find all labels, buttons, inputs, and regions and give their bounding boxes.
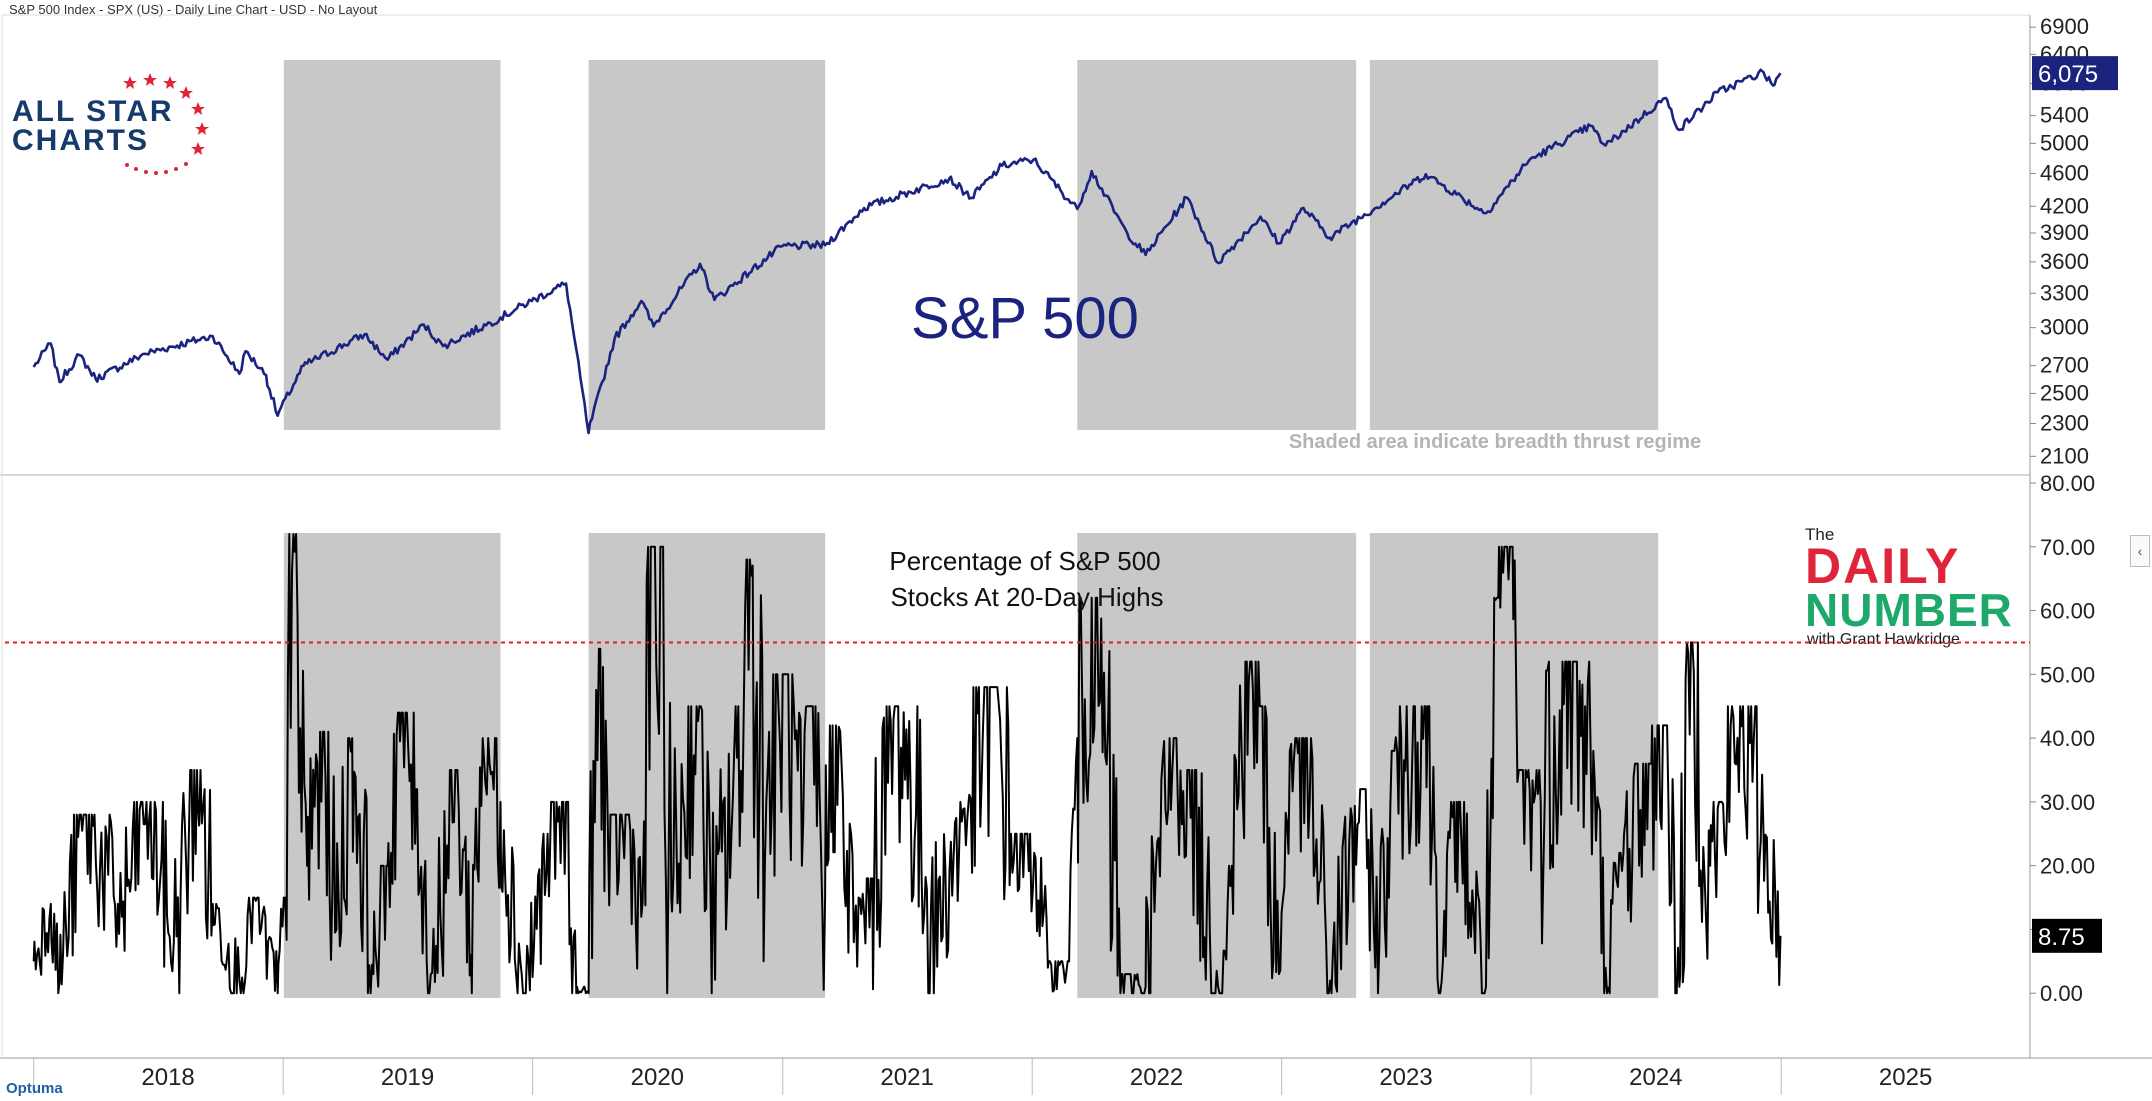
logo-daily: DAILY [1805,538,1961,594]
breadth-ytick-label: 20.00 [2040,854,2095,879]
x-tick-label: 2020 [631,1064,684,1091]
price-ytick-label: 2100 [2040,443,2089,468]
logo-number: NUMBER [1805,584,2013,636]
price-ytick-label: 3600 [2040,249,2089,274]
price-last-value: 6,075 [2038,61,2098,88]
logo-the: The [1805,525,1835,544]
price-last-value-box [2032,56,2118,91]
x-tick-label: 2018 [141,1064,194,1091]
chart-header: S&P 500 Index - SPX (US) - Daily Line Ch… [9,2,378,17]
regime-shade-top-0 [283,60,501,430]
collapse-panel-button[interactable]: ‹ [2130,535,2150,567]
price-ytick-label: 4200 [2040,193,2089,218]
sp500-price-line [32,68,1782,435]
logo-byline: with Grant Hawkridge [1807,631,1960,648]
logo-text-line2: CHARTS [12,124,149,157]
breadth-title-line2: Stocks At 20-Day Highs [890,582,1163,612]
price-ytick-label: 2500 [2040,380,2089,405]
daily-number-logo: The DAILY NUMBER with Grant Hawkridge [1805,525,2045,655]
breadth-ytick-label: 30.00 [2040,790,2095,815]
price-ytick-label: 5400 [2040,103,2089,128]
regime-shade-top-2 [1077,60,1357,430]
x-tick-label: 2019 [381,1064,434,1091]
price-ytick-label: 2300 [2040,410,2089,435]
breadth-ytick-label: 0.00 [2040,981,2083,1006]
star-ring-icon [123,73,209,175]
price-ytick-label: 5000 [2040,130,2089,155]
price-ytick-label: 3000 [2040,315,2089,340]
price-ytick-label: 3300 [2040,280,2089,305]
all-star-charts-logo: ALL STAR CHARTS [10,68,210,178]
price-panel-title: S&P 500 [911,286,1139,351]
price-ytick-label: 2700 [2040,353,2089,378]
breadth-ytick-label: 80.00 [2040,471,2095,496]
x-tick-label: 2021 [880,1064,933,1091]
breadth-ytick-label: 60.00 [2040,599,2095,624]
x-tick-label: 2024 [1629,1064,1682,1091]
x-tick-label: 2022 [1130,1064,1183,1091]
x-tick-label: 2023 [1379,1064,1432,1091]
logo-text-line1: ALL STAR [12,95,174,128]
price-ytick-label: 6900 [2040,14,2089,39]
breadth-title-line1: Percentage of S&P 500 [889,546,1160,576]
breadth-line [32,533,1782,995]
breadth-last-value-box [2032,918,2102,953]
breadth-ytick-label: 70.00 [2040,535,2095,560]
vendor-watermark: Optuma [6,1080,63,1097]
breadth-ytick-label: 50.00 [2040,662,2095,687]
regime-note: Shaded area indicate breadth thrust regi… [1289,431,1701,453]
x-tick-label: 2025 [1879,1064,1932,1091]
price-ytick-label: 3900 [2040,220,2089,245]
regime-shade-top-3 [1369,60,1659,430]
price-ytick-label: 4600 [2040,160,2089,185]
breadth-ytick-label: 40.00 [2040,726,2095,751]
breadth-last-value: 8.75 [2038,924,2085,951]
